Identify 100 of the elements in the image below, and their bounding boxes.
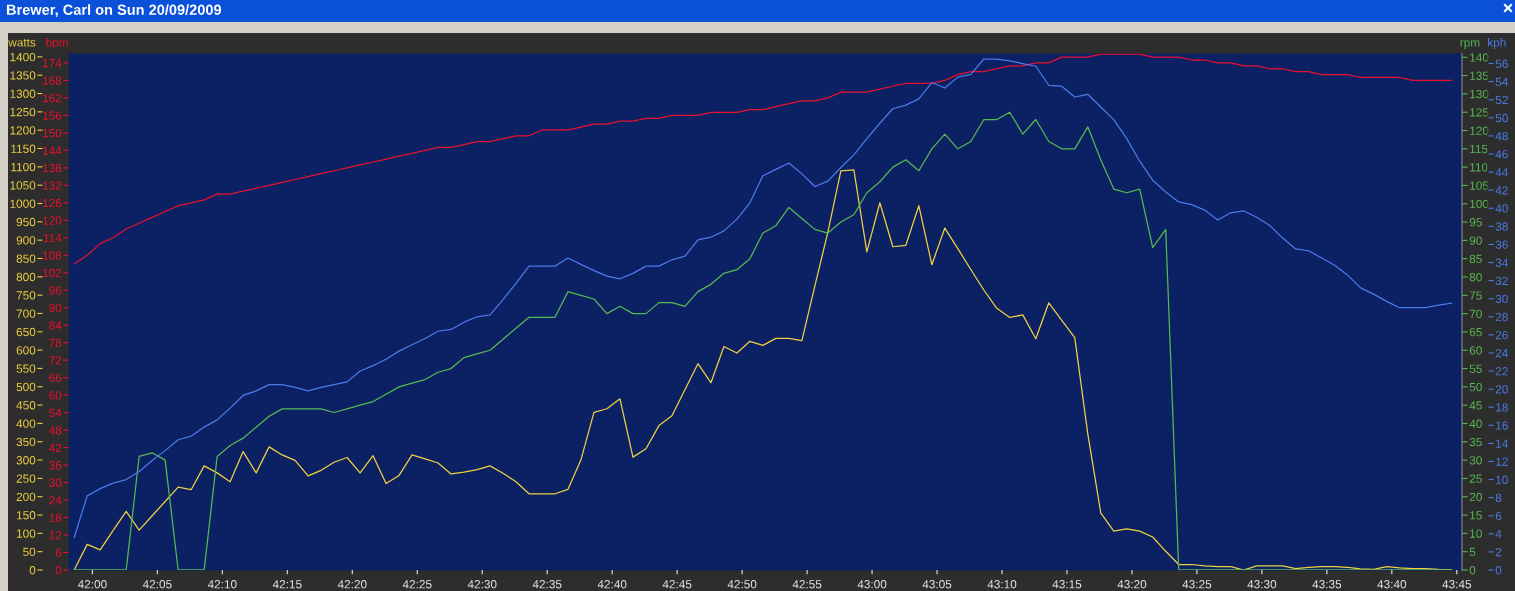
y-tick-label: 50 — [23, 547, 36, 557]
y-tick-label: 50 — [1469, 382, 1482, 392]
x-tick-label: 42:40 — [597, 580, 627, 589]
y2-tick-label: 48 — [1495, 131, 1508, 141]
y2-tick-label: 90 — [49, 303, 62, 313]
y-tick-label: 550 — [16, 364, 36, 373]
y2-tick-label: 102 — [42, 268, 62, 278]
y-tick-label: 105 — [1470, 181, 1489, 190]
y2-tick-label: 126 — [42, 198, 62, 208]
y-tick-label: 25 — [1469, 474, 1482, 483]
y-tick-label: 1300 — [10, 89, 36, 98]
y2-tick-label: 138 — [42, 163, 62, 173]
y-tick-label: 30 — [1469, 456, 1482, 465]
y2-tick-label: 12 — [1496, 457, 1508, 466]
y2-tick-label: 156 — [42, 111, 62, 120]
y-tick-label: 950 — [16, 217, 36, 227]
x-tick-label: 42:15 — [272, 580, 302, 589]
y2-tick-label: 24 — [1495, 348, 1509, 358]
y-tick-label: 450 — [16, 401, 36, 410]
y2-tick-label: 26 — [1495, 330, 1508, 340]
y-tick-label: 1250 — [10, 107, 36, 117]
y2-tick-label: 168 — [42, 76, 62, 85]
y2-tick-label: 4 — [1495, 529, 1502, 539]
y-tick-label: 850 — [16, 254, 36, 263]
y2-tick-label: 18 — [49, 513, 62, 522]
y2-tick-label: 32 — [1495, 276, 1508, 285]
y-tick-label: 150 — [16, 511, 36, 520]
y2-tick-label: 144 — [42, 146, 62, 155]
y-tick-label: 120 — [1470, 126, 1489, 135]
x-tick-label: 42:10 — [207, 580, 237, 589]
y-tick-label: 15 — [1470, 511, 1482, 520]
y-tick-label: 70 — [1469, 309, 1482, 319]
y-axis-title: watts — [8, 38, 36, 47]
y2-tick-label: 40 — [1495, 204, 1508, 213]
y-tick-label: 0 — [29, 566, 36, 575]
y-tick-label: 1400 — [10, 52, 36, 62]
line-series — [73, 58, 1453, 539]
x-tick-label: 43:45 — [1442, 580, 1472, 589]
y2-tick-label: 54 — [49, 408, 62, 418]
y-tick-label: 5 — [1469, 547, 1476, 557]
y-tick-label: 300 — [16, 456, 36, 465]
x-tick-label: 42:20 — [337, 580, 367, 589]
y-tick-label: 95 — [1469, 218, 1482, 227]
x-tick-label: 42:30 — [467, 580, 497, 589]
y2-tick-label: 132 — [42, 181, 62, 190]
y2-tick-label: 8 — [1495, 493, 1502, 503]
y-tick-label: 350 — [16, 437, 36, 447]
y-tick-label: 1350 — [10, 71, 36, 80]
y2-tick-label: 96 — [49, 286, 62, 295]
y2-tick-label: 54 — [1495, 77, 1509, 87]
y2-tick-label: 162 — [42, 93, 62, 103]
x-tick-label: 43:40 — [1377, 580, 1407, 589]
y2-tick-label: 22 — [1495, 367, 1508, 376]
y2-tick-label: 14 — [1496, 439, 1509, 448]
y2-tick-label: 34 — [1495, 258, 1509, 267]
y-tick-label: 1200 — [10, 126, 36, 135]
y2-tick-label: 6 — [1495, 511, 1502, 521]
y-tick-label: 750 — [16, 291, 36, 300]
y2-tick-label: 38 — [1495, 222, 1508, 231]
y-tick-label: 40 — [1469, 419, 1482, 428]
y2-tick-label: 72 — [49, 356, 62, 365]
y-tick-label: 100 — [1470, 199, 1489, 209]
x-tick-label: 42:25 — [402, 580, 432, 589]
y2-tick-label: 42 — [1495, 186, 1508, 195]
y-tick-label: 0 — [1469, 566, 1476, 575]
y-tick-label: 10 — [1470, 529, 1482, 538]
x-tick-label: 43:20 — [1117, 580, 1147, 589]
x-tick-label: 42:45 — [662, 580, 692, 589]
x-tick-label: 42:55 — [792, 580, 822, 589]
y2-tick-label: 16 — [1496, 421, 1508, 430]
y2-tick-label: 108 — [42, 251, 62, 260]
y-tick-label: 1100 — [11, 162, 36, 172]
y-tick-label: 100 — [16, 529, 36, 538]
y2-tick-label: 48 — [48, 426, 62, 435]
y2-tick-label: 50 — [1495, 113, 1508, 123]
x-tick-label: 42:05 — [142, 580, 172, 589]
x-tick-label: 43:15 — [1052, 580, 1082, 589]
y2-tick-label: 150 — [42, 128, 62, 138]
y2-tick-label: 114 — [43, 233, 62, 243]
y-tick-label: 90 — [1469, 236, 1482, 245]
y-tick-label: 900 — [16, 236, 36, 245]
x-tick-label: 43:35 — [1312, 580, 1342, 589]
y2-tick-label: 78 — [49, 338, 62, 348]
y2-tick-label: 18 — [1496, 403, 1508, 412]
y2-tick-label: 52 — [1495, 95, 1508, 105]
y2-tick-label: 56 — [1495, 59, 1508, 68]
y-tick-label: 1000 — [10, 199, 36, 208]
x-tick-label: 43:05 — [922, 580, 952, 589]
y-tick-label: 75 — [1469, 291, 1482, 300]
y2-tick-label: 84 — [49, 321, 62, 330]
y2-axis-title: bpm — [46, 37, 68, 49]
y2-tick-label: 66 — [49, 373, 62, 383]
y-axis-title: rpm — [1460, 40, 1480, 49]
y-tick-label: 130 — [1470, 89, 1489, 99]
y-tick-label: 65 — [1469, 327, 1482, 337]
y-tick-label: 35 — [1469, 437, 1482, 447]
y2-tick-label: 2 — [1495, 547, 1502, 557]
y-tick-label: 110 — [1470, 163, 1488, 172]
y2-axis-title: kph — [1488, 37, 1506, 49]
y-tick-label: 55 — [1469, 364, 1482, 373]
